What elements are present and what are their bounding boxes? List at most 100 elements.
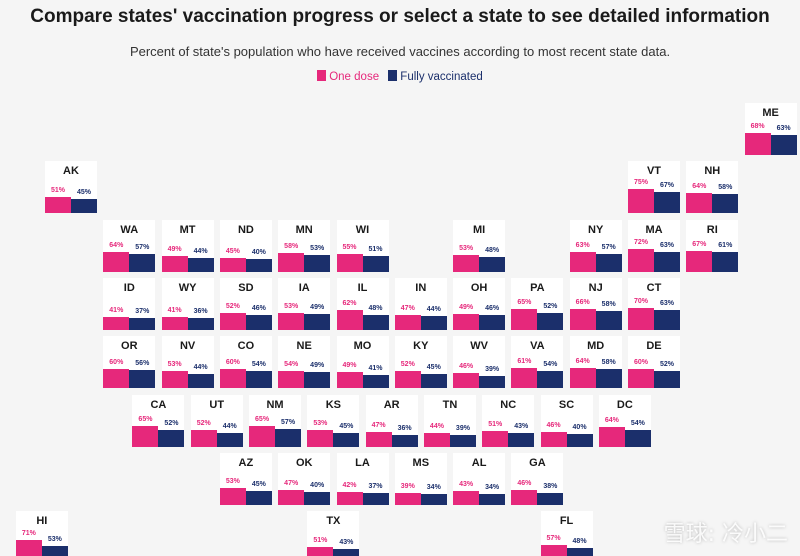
state-tile-or[interactable]: OR 60% 56% — [103, 336, 156, 389]
state-tile-de[interactable]: DE 60% 52% — [628, 336, 680, 389]
state-code: WY — [178, 281, 197, 294]
state-tile-ks[interactable]: KS 53% 45% — [307, 394, 360, 447]
state-tile-va[interactable]: VA 61% 54% — [511, 336, 564, 389]
legend-item-one-dose[interactable]: One dose — [317, 70, 379, 83]
state-tile-mo[interactable]: MO 49% 41% — [336, 336, 389, 389]
state-tile-tn[interactable]: TN 44% 39% — [423, 394, 476, 447]
state-code: SD — [238, 281, 254, 294]
bar-fully-vaccinated-label: 51% — [368, 245, 383, 253]
bar-one-dose-label: 43% — [459, 480, 474, 488]
state-tile-id[interactable]: ID 41% 37% — [103, 277, 156, 330]
state-tile-ky[interactable]: KY 52% 45% — [394, 336, 447, 389]
state-code: ID — [123, 281, 135, 294]
state-tile-ia[interactable]: IA 53% 49% — [278, 277, 331, 330]
state-tile-mt[interactable]: MT 49% 44% — [161, 219, 214, 272]
state-tile-wa[interactable]: WA 64% 57% — [103, 219, 156, 272]
bar-fully-vaccinated — [362, 314, 389, 330]
state-tile-dc[interactable]: DC 64% 54% — [598, 394, 651, 447]
state-tile-ny[interactable]: NY 63% 57% — [569, 219, 622, 272]
bar-fully-vaccinated — [508, 432, 535, 447]
state-tile-in[interactable]: IN 47% 44% — [394, 277, 447, 330]
state-tile-sd[interactable]: SD 52% 46% — [219, 277, 272, 330]
legend-item-fully-vaccinated[interactable]: Fully vaccinated — [388, 70, 483, 83]
state-tile-ut[interactable]: UT 52% 44% — [190, 394, 243, 447]
bar-one-dose-label: 49% — [459, 303, 474, 311]
bar-fully-vaccinated-label: 49% — [310, 303, 325, 311]
state-tile-ga[interactable]: GA 46% 38% — [511, 452, 564, 505]
state-code: CA — [150, 398, 167, 411]
bar-one-dose — [336, 372, 363, 389]
bar-one-dose-label: 51% — [313, 537, 328, 545]
bar-one-dose-label: 65% — [138, 415, 153, 423]
state-tile-wi[interactable]: WI 55% 51% — [336, 219, 389, 272]
bar-one-dose — [161, 255, 188, 272]
page-subtitle: Percent of state's population who have r… — [129, 44, 671, 59]
state-tile-co[interactable]: CO 60% 54% — [219, 336, 272, 389]
watermark: 雪球: 冷小二 — [663, 522, 788, 547]
state-tile-fl[interactable]: FL 57% 48% — [540, 511, 593, 556]
state-tile-nd[interactable]: ND 45% 40% — [219, 219, 272, 272]
state-tile-il[interactable]: IL 62% 48% — [336, 277, 389, 330]
state-tile-sc[interactable]: SC 46% 40% — [540, 394, 593, 447]
state-tile-ms[interactable]: MS 39% 34% — [394, 452, 447, 505]
state-tile-ne[interactable]: NE 54% 49% — [278, 336, 331, 389]
bar-one-dose — [569, 368, 596, 389]
state-code: ME — [762, 107, 779, 119]
bar-fully-vaccinated — [216, 432, 243, 447]
bar-fully-vaccinated-label: 44% — [193, 247, 208, 255]
state-tile-al[interactable]: AL 43% 34% — [453, 452, 506, 505]
state-tile-nj[interactable]: NJ 66% 58% — [569, 277, 622, 330]
state-code: MO — [353, 340, 372, 353]
state-tile-ct[interactable]: CT 70% 63% — [628, 277, 680, 330]
state-tile-nh[interactable]: NH 64% 58% — [686, 161, 739, 214]
bar-one-dose-label: 47% — [400, 304, 415, 312]
state-tile-oh[interactable]: OH 49% 46% — [453, 277, 506, 330]
state-tile-az[interactable]: AZ 53% 45% — [219, 452, 272, 505]
state-tile-me[interactable]: ME 68% 63% — [744, 103, 797, 155]
state-tile-vt[interactable]: VT 75% 67% — [628, 161, 680, 214]
state-tile-tx[interactable]: TX 51% 43% — [307, 511, 360, 556]
bar-one-dose — [336, 309, 363, 330]
state-tile-ma[interactable]: MA 72% 63% — [628, 219, 680, 272]
state-tile-hi[interactable]: HI 71% 53% — [15, 511, 68, 556]
bar-one-dose-label: 52% — [225, 302, 240, 310]
state-tile-wv[interactable]: WV 46% 39% — [453, 336, 506, 389]
state-tile-md[interactable]: MD 64% 58% — [569, 336, 622, 389]
state-tile-mn[interactable]: MN 58% 53% — [278, 219, 331, 272]
bar-fully-vaccinated-label: 63% — [659, 241, 674, 249]
state-tile-ak[interactable]: AK 51% 45% — [45, 161, 97, 214]
bar-fully-vaccinated-label: 37% — [135, 307, 150, 315]
state-tile-nv[interactable]: NV 53% 44% — [161, 336, 214, 389]
state-tile-ca[interactable]: CA 65% 52% — [132, 394, 185, 447]
state-tile-mi[interactable]: MI 53% 48% — [453, 219, 506, 272]
bar-fully-vaccinated — [41, 546, 68, 556]
bar-one-dose-label: 60% — [633, 359, 648, 367]
state-tile-ri[interactable]: RI 67% 61% — [686, 219, 739, 272]
bar-one-dose — [336, 253, 363, 272]
state-tile-la[interactable]: LA 42% 37% — [336, 452, 389, 505]
bar-one-dose-label: 46% — [459, 363, 474, 371]
state-tile-ok[interactable]: OK 47% 40% — [278, 452, 331, 505]
bar-one-dose — [628, 248, 654, 272]
bar-fully-vaccinated-label: 43% — [514, 422, 529, 430]
bar-one-dose — [686, 193, 713, 214]
legend-label-fully-vaccinated: Fully vaccinated — [400, 71, 483, 83]
bar-one-dose-label: 49% — [342, 362, 357, 370]
bar-one-dose-label: 47% — [371, 421, 386, 429]
bar-one-dose-label: 53% — [167, 361, 182, 369]
bar-one-dose — [394, 314, 421, 330]
bar-one-dose — [482, 430, 509, 447]
state-tile-pa[interactable]: PA 65% 52% — [511, 277, 564, 330]
bar-one-dose-label: 63% — [575, 241, 590, 249]
state-tile-wy[interactable]: WY 41% 36% — [161, 277, 214, 330]
bar-one-dose — [511, 368, 538, 389]
state-tile-ar[interactable]: AR 47% 36% — [365, 394, 418, 447]
bar-fully-vaccinated-label: 54% — [543, 361, 558, 369]
bar-fully-vaccinated-label: 34% — [485, 483, 500, 491]
bar-fully-vaccinated-label: 54% — [630, 419, 645, 427]
bar-fully-vaccinated-label: 40% — [251, 248, 266, 256]
state-code: VA — [530, 340, 545, 353]
state-tile-nm[interactable]: NM 65% 57% — [249, 394, 302, 447]
bar-fully-vaccinated-label: 57% — [281, 418, 296, 426]
state-tile-nc[interactable]: NC 51% 43% — [482, 394, 535, 447]
